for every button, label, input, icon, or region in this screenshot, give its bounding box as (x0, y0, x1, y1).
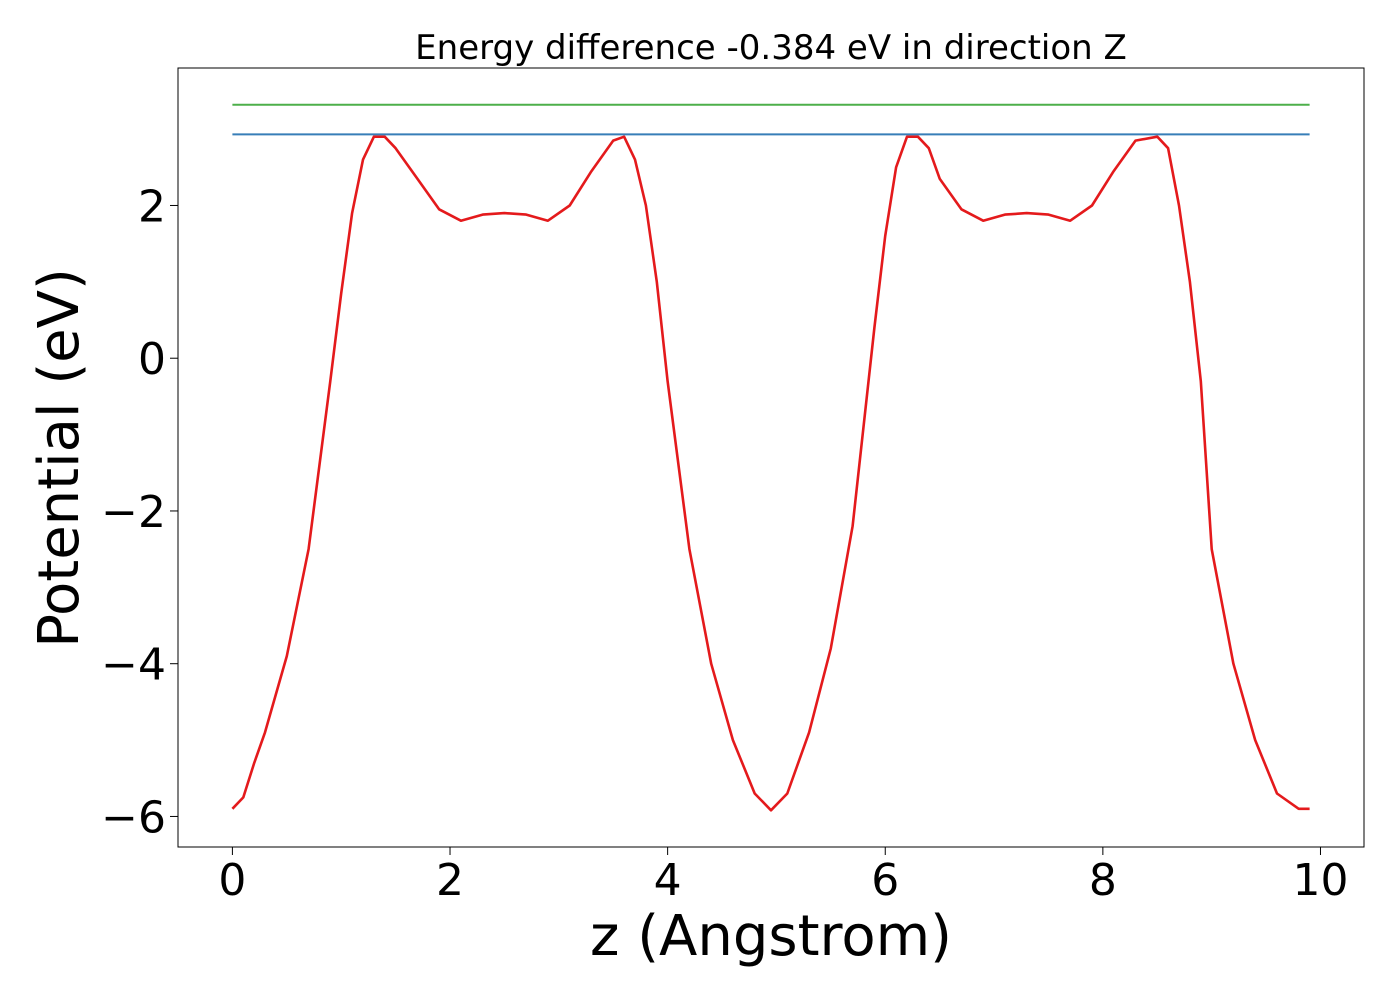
x-tick-label: 10 (1292, 855, 1348, 906)
chart-title: Energy difference -0.384 eV in direction… (415, 28, 1127, 68)
series-line-1 (231, 135, 1310, 812)
x-tick-label: 6 (871, 855, 899, 906)
y-tick-label: 0 (138, 334, 166, 385)
y-tick-label: −2 (101, 487, 166, 538)
x-tick-label: 2 (436, 855, 464, 906)
y-tick-label: −6 (101, 792, 166, 843)
y-tick-label: 2 (138, 181, 166, 232)
x-axis-label: z (Angstrom) (590, 904, 952, 969)
x-axis-ticks: 0 2 4 6 8 10 (218, 847, 1348, 906)
y-axis-label: Potential (eV) (27, 268, 92, 648)
x-tick-label: 0 (218, 855, 246, 906)
y-axis-ticks: 2 0 −2 −4 −6 (101, 181, 178, 843)
plot-frame (177, 67, 1365, 848)
x-tick-label: 4 (654, 855, 682, 906)
series-layer (231, 103, 1310, 812)
plot-background (178, 68, 1364, 847)
y-tick-label: −4 (101, 640, 166, 691)
x-tick-label: 8 (1089, 855, 1117, 906)
